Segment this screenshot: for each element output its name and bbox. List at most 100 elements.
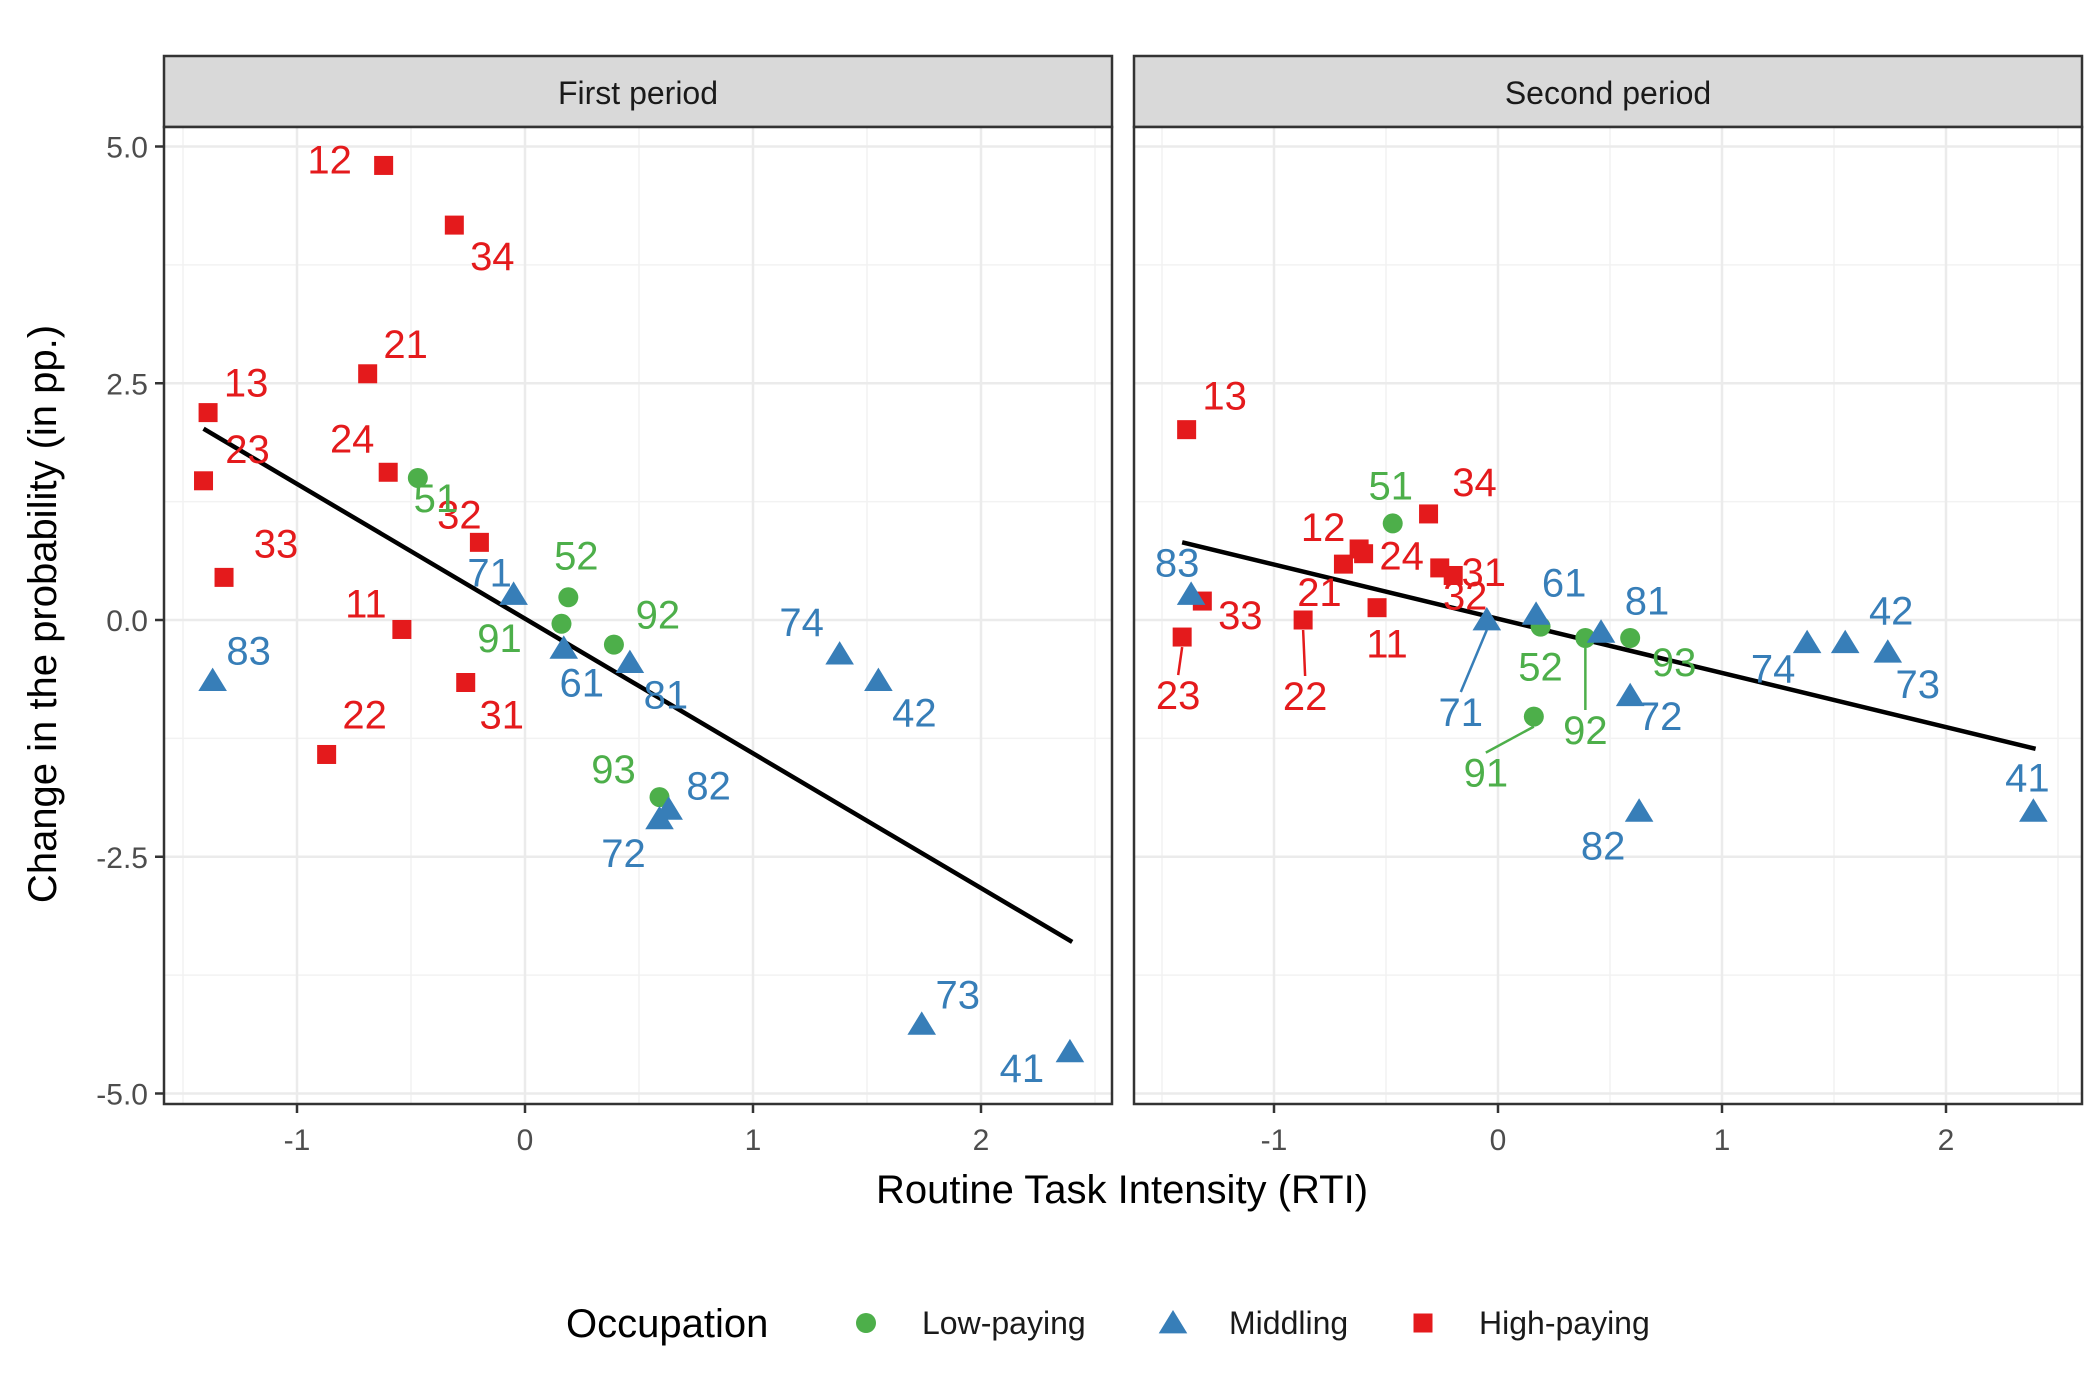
label-leader-line (1459, 629, 1488, 693)
point-label: 71 (467, 551, 512, 595)
point-label: 11 (1366, 623, 1408, 667)
x-tick-label: 0 (517, 1124, 534, 1157)
legend-key-square (1413, 1313, 1433, 1333)
legend: Occupation Low-paying Middling High-paying (566, 1302, 1650, 1346)
y-tick-label: 0.0 (106, 605, 148, 638)
panel-border (1132, 125, 2084, 1106)
data-point-73 (1873, 639, 1903, 663)
point-label: 91 (1464, 752, 1509, 796)
point-label: 51 (414, 477, 459, 521)
x-tick-label: 1 (745, 1124, 762, 1157)
facet-title: Second period (1505, 75, 1711, 111)
data-point-83 (198, 667, 227, 692)
data-point-93 (649, 787, 670, 808)
point-label: 12 (1301, 506, 1346, 550)
point-label: 23 (1156, 674, 1201, 718)
point-label: 92 (1563, 709, 1608, 753)
data-point-33 (214, 567, 234, 587)
data-point-24 (1354, 544, 1374, 564)
legend-label: Middling (1229, 1305, 1348, 1341)
y-tick-label: 2.5 (106, 368, 148, 401)
data-point-42 (864, 667, 893, 692)
data-point-13 (198, 403, 218, 423)
point-label: 72 (601, 832, 646, 876)
point-label: 74 (1751, 648, 1796, 692)
data-point-71 (499, 581, 528, 605)
facet-strip (162, 54, 1114, 129)
point-label: 82 (1581, 824, 1626, 868)
point-label: 83 (226, 630, 271, 674)
point-label: 61 (1542, 561, 1587, 605)
data-point-72 (1615, 682, 1645, 707)
point-label: 81 (644, 674, 689, 718)
point-label: 81 (1625, 579, 1670, 623)
point-label: 31 (1462, 551, 1507, 595)
x-tick-label: 0 (1490, 1124, 1507, 1157)
data-point-92 (603, 634, 624, 655)
point-label: 41 (2005, 756, 2050, 800)
point-label: 73 (935, 973, 980, 1017)
point-label: 52 (554, 534, 599, 578)
data-point-92 (1575, 627, 1596, 648)
legend-label: Low-paying (922, 1305, 1086, 1341)
data-point-13 (1177, 420, 1197, 440)
x-tick-label: -1 (284, 1124, 311, 1157)
x-tick-label: 2 (973, 1124, 990, 1157)
data-point-74 (825, 641, 854, 665)
data-point-72 (645, 805, 674, 830)
point-label: 31 (479, 694, 524, 738)
data-point-34 (444, 215, 464, 235)
point-label: 61 (560, 661, 605, 705)
point-label: 32 (437, 493, 482, 537)
point-label: 33 (254, 522, 299, 566)
data-point-12 (374, 155, 394, 175)
data-point-81 (1586, 619, 1616, 643)
label-leader-line (1301, 629, 1307, 677)
x-tick-label: 1 (1714, 1124, 1731, 1157)
data-point-91 (551, 613, 572, 634)
point-label: 52 (1518, 646, 1563, 690)
panel-border (162, 125, 1114, 1106)
point-label: 22 (342, 693, 387, 737)
y-axis-title: Change in the probability (in pp.) (21, 325, 65, 903)
data-point-61 (549, 635, 579, 659)
y-tick-label: -2.5 (96, 842, 148, 875)
point-label: 34 (1452, 461, 1497, 505)
data-point-32 (469, 532, 489, 552)
data-point-74 (1792, 629, 1822, 654)
data-point-41 (2019, 798, 2048, 822)
point-label: 72 (1638, 695, 1683, 739)
data-point-34 (1419, 504, 1439, 524)
y-tick-label: 5.0 (106, 132, 148, 165)
data-point-51 (1382, 513, 1403, 534)
plot-background (1134, 127, 2082, 1104)
data-point-61 (1521, 601, 1551, 625)
point-label: 92 (636, 594, 681, 638)
plot-background (164, 127, 1112, 1104)
point-label: 42 (892, 692, 937, 736)
point-label: 93 (591, 748, 636, 792)
data-point-52 (558, 587, 579, 608)
data-point-22 (317, 744, 337, 764)
label-leader-line (1176, 646, 1184, 676)
data-point-71 (1472, 607, 1502, 631)
point-label: 71 (1439, 691, 1484, 735)
legend-key-circle (856, 1313, 876, 1333)
point-label: 93 (1652, 641, 1697, 685)
data-point-11 (392, 619, 412, 639)
point-label: 21 (1297, 571, 1342, 615)
regression-line (1181, 540, 2037, 751)
facet-title: First period (558, 75, 718, 111)
regression-line (202, 426, 1074, 944)
data-point-93 (1620, 627, 1641, 648)
legend-entries: Low-paying Middling High-paying (856, 1305, 1650, 1341)
data-point-22 (1293, 610, 1313, 630)
point-label: 41 (1000, 1047, 1045, 1091)
data-point-41 (1055, 1038, 1085, 1063)
point-label: 74 (779, 601, 824, 645)
point-label: 91 (477, 617, 522, 661)
